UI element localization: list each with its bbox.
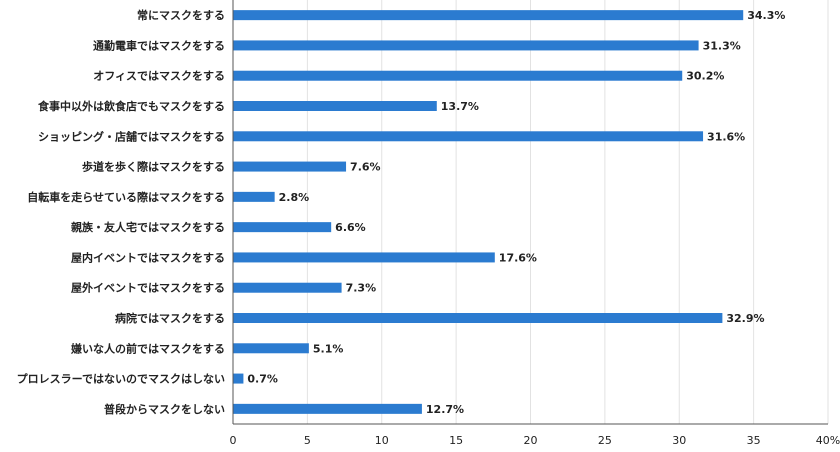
data-label: 34.3%	[747, 9, 785, 22]
bar	[233, 403, 422, 414]
x-tick-label: 40%	[816, 434, 840, 447]
x-tick-label: 5	[304, 434, 311, 447]
data-label: 30.2%	[686, 70, 724, 83]
x-tick-label: 30	[672, 434, 686, 447]
data-label: 13.7%	[441, 100, 479, 113]
bar	[233, 101, 437, 111]
category-label: プロレスラーではないのでマスクはしない	[17, 372, 225, 386]
category-label: ショッピング・店舗ではマスクをする	[38, 129, 225, 143]
data-label: 17.6%	[499, 251, 537, 264]
x-tick-label: 10	[375, 434, 389, 447]
category-label: 屋内イベントではマスクをする	[71, 250, 225, 264]
category-label: 親族・友人宅ではマスクをする	[71, 220, 225, 234]
data-label: 32.9%	[726, 312, 764, 325]
x-tick-label: 35	[747, 434, 761, 447]
data-label: 2.8%	[279, 191, 310, 204]
category-label: 常にマスクをする	[137, 8, 225, 22]
bar	[233, 191, 275, 202]
x-tick-label: 0	[230, 434, 237, 447]
data-label: 7.3%	[346, 282, 377, 295]
bar	[233, 40, 699, 51]
category-label: 普段からマスクをしない	[104, 402, 225, 416]
bar	[233, 282, 342, 293]
bar	[233, 343, 309, 354]
data-label: 12.7%	[426, 403, 464, 416]
bar	[233, 313, 723, 323]
data-label: 31.6%	[707, 130, 745, 143]
category-label: 自転車を走らせている際はマスクをする	[27, 190, 225, 204]
data-label: 5.1%	[313, 342, 344, 355]
category-label: 嫌いな人の前ではマスクをする	[70, 341, 225, 355]
data-label: 6.6%	[335, 221, 366, 234]
bar	[233, 131, 704, 142]
data-label: 31.3%	[703, 39, 741, 52]
bar	[233, 373, 244, 384]
x-tick-label: 20	[524, 434, 538, 447]
bar	[233, 70, 683, 81]
category-label: オフィスではマスクをする	[93, 70, 225, 83]
category-label: 歩道を歩く際はマスクをする	[82, 160, 225, 174]
x-tick-label: 15	[449, 434, 463, 447]
bar	[233, 161, 347, 172]
bar	[233, 252, 495, 263]
bar	[233, 222, 332, 233]
category-label: 通勤電車ではマスクをする	[93, 38, 225, 52]
bar	[233, 10, 744, 21]
category-label: 食事中以外は飲食店でもマスクをする	[38, 99, 225, 113]
data-label: 0.7%	[247, 373, 278, 386]
data-label: 7.6%	[350, 161, 381, 174]
category-label: 屋外イベントではマスクをする	[71, 281, 225, 295]
x-tick-label: 25	[598, 434, 612, 447]
category-label: 病院ではマスクをする	[115, 311, 225, 325]
